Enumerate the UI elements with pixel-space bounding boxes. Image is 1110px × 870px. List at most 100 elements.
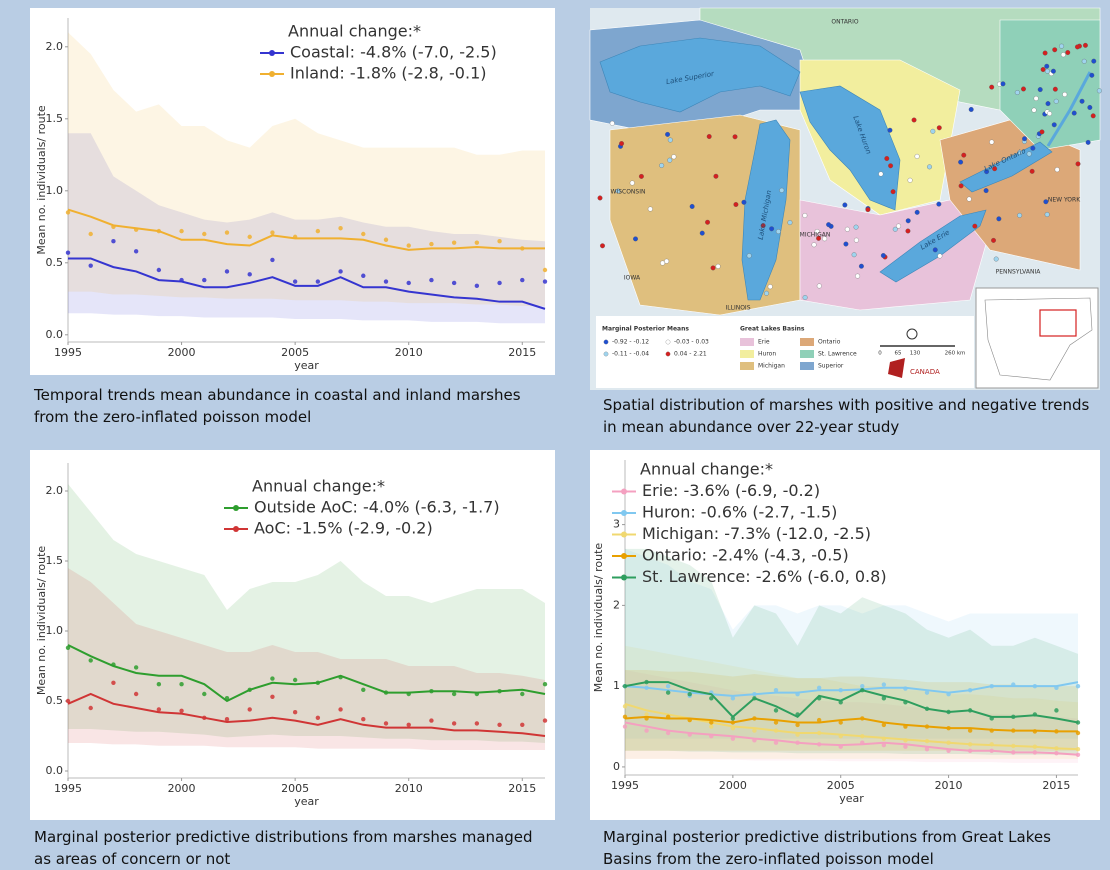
site-dot <box>1047 111 1053 117</box>
observed-point <box>967 708 973 713</box>
observed-point <box>838 700 843 705</box>
observed-point <box>497 239 502 244</box>
site-dot <box>880 253 886 258</box>
site-dot <box>1075 161 1081 167</box>
site-dot <box>1000 81 1006 87</box>
site-dot <box>699 230 705 236</box>
lake-michigan <box>741 119 791 301</box>
inset-focus <box>1039 309 1077 337</box>
observed-point <box>1054 685 1059 690</box>
observed-point <box>65 210 71 215</box>
legend-label: St. Lawrence: -2.6% (-6.0, 0.8) <box>642 567 887 586</box>
region-label: IOWA <box>624 275 641 282</box>
observed-point <box>338 226 343 231</box>
basin-swatch <box>740 350 754 358</box>
observed-point <box>838 720 843 725</box>
region-label: ILLINOIS <box>725 305 750 312</box>
legend-marker <box>269 50 275 56</box>
observed-point <box>838 744 843 749</box>
site-dot <box>1014 90 1020 95</box>
site-dot <box>715 263 721 269</box>
observed-point <box>270 676 275 681</box>
site-dot <box>930 128 936 134</box>
observed-point <box>133 665 139 670</box>
legend-marker <box>621 510 627 516</box>
x-tick-label: 2000 <box>719 779 747 792</box>
observed-point <box>1075 683 1081 689</box>
observed-point <box>224 230 230 235</box>
observed-point <box>752 728 757 733</box>
observed-point <box>773 740 779 745</box>
observed-point <box>687 717 692 723</box>
observed-point <box>881 736 887 741</box>
observed-point <box>730 716 736 721</box>
observed-point <box>224 696 230 701</box>
panel <box>590 450 1100 820</box>
site-dot <box>853 224 859 230</box>
scale-label: 260 km <box>945 351 966 357</box>
site-dot <box>647 206 653 212</box>
observed-point <box>795 692 800 697</box>
site-dot <box>1044 68 1050 74</box>
x-tick-label: 2015 <box>508 782 536 795</box>
site-dot <box>746 253 752 259</box>
legend-label: Inland: -1.8% (-2.8, -0.1) <box>290 64 486 83</box>
site-dot <box>713 173 719 179</box>
site-dot <box>878 171 884 177</box>
site-dot <box>1074 44 1080 50</box>
observed-point <box>474 283 480 289</box>
observed-point <box>474 691 480 697</box>
basin-label: Superior <box>818 363 844 370</box>
observed-point <box>1075 730 1081 736</box>
observed-point <box>1011 682 1016 687</box>
legend-label: AoC: -1.5% (-2.9, -0.2) <box>254 519 433 538</box>
observed-point <box>111 680 116 685</box>
site-dot <box>858 263 864 269</box>
y-tick-label: 3 <box>613 518 620 531</box>
legend-dot <box>603 351 609 357</box>
legend-label: Huron: -0.6% (-2.7, -1.5) <box>642 503 837 522</box>
observed-point <box>989 728 994 733</box>
site-dot <box>1029 168 1035 174</box>
site-dot <box>706 134 712 139</box>
scale-label: 0 <box>878 351 882 357</box>
observed-point <box>816 730 822 736</box>
site-dot <box>996 216 1002 222</box>
observed-point <box>224 717 230 722</box>
site-dot <box>1065 50 1071 55</box>
site-dot <box>619 141 625 146</box>
site-dot <box>732 134 738 140</box>
observed-point <box>881 696 887 701</box>
observed-point <box>795 732 800 737</box>
site-dot <box>664 258 670 264</box>
observed-point <box>429 689 434 694</box>
observed-point <box>665 730 671 736</box>
site-dot <box>1044 212 1050 217</box>
site-dot <box>1044 63 1050 69</box>
map-legend-label: -0.11 - -0.04 <box>612 351 649 358</box>
site-dot <box>1053 98 1059 104</box>
confidence-band <box>625 645 1078 759</box>
observed-point <box>202 715 207 720</box>
site-dot <box>1082 42 1088 48</box>
observed-point <box>497 722 502 727</box>
site-dot <box>787 220 793 226</box>
observed-point <box>709 734 714 739</box>
observed-point <box>429 277 434 283</box>
region-label: MICHIGAN <box>800 232 831 239</box>
legend-marker <box>621 553 627 559</box>
x-tick-label: 2010 <box>395 782 423 795</box>
observed-point <box>156 707 162 712</box>
observed-point <box>730 720 736 725</box>
observed-point <box>520 246 525 251</box>
site-dot <box>1059 43 1065 49</box>
observed-point <box>924 690 930 695</box>
observed-point <box>795 740 800 745</box>
site-dot <box>853 237 859 243</box>
legend-marker <box>621 574 627 581</box>
observed-point <box>816 742 822 747</box>
observed-point <box>946 725 951 731</box>
site-dot <box>896 223 901 229</box>
site-dot <box>600 243 605 249</box>
site-dot <box>1045 101 1051 107</box>
